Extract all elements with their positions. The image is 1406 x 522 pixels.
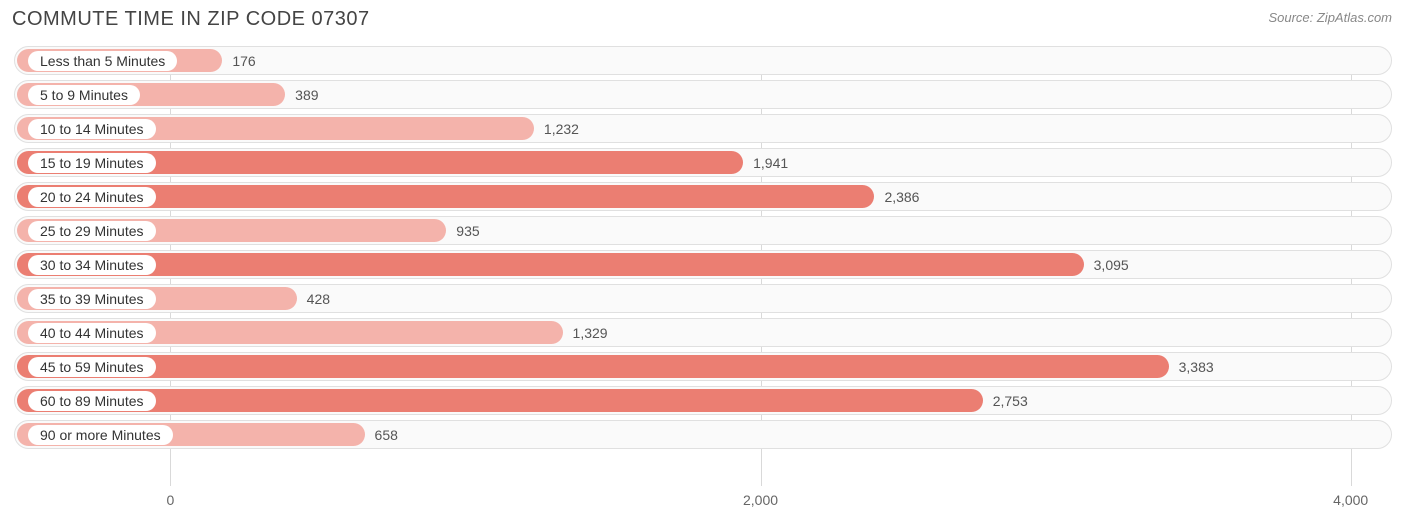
bars-group: Less than 5 Minutes 176 5 to 9 Minutes 389 1…: [14, 46, 1392, 449]
plot-area: Less than 5 Minutes 176 5 to 9 Minutes 389 1…: [14, 46, 1392, 486]
bar-fill: [17, 355, 1169, 378]
bar-category-label: Less than 5 Minutes: [28, 51, 177, 71]
bar-category-label: 35 to 39 Minutes: [28, 289, 156, 309]
bar-category-label: 60 to 89 Minutes: [28, 391, 156, 411]
bar-category-label: 40 to 44 Minutes: [28, 323, 156, 343]
bar-row: 25 to 29 Minutes 935: [14, 216, 1392, 245]
bar-value-label: 428: [307, 291, 330, 307]
bar-row: 10 to 14 Minutes 1,232: [14, 114, 1392, 143]
bar-value-label: 1,232: [544, 121, 579, 137]
bar-value-label: 935: [456, 223, 479, 239]
bar-category-label: 30 to 34 Minutes: [28, 255, 156, 275]
bar-row: 60 to 89 Minutes 2,753: [14, 386, 1392, 415]
chart-source: Source: ZipAtlas.com: [1268, 10, 1392, 25]
bar-row: 40 to 44 Minutes 1,329: [14, 318, 1392, 347]
bar-value-label: 176: [232, 53, 255, 69]
bar-value-label: 1,329: [573, 325, 608, 341]
x-tick-label: 4,000: [1333, 492, 1368, 508]
bar-value-label: 658: [375, 427, 398, 443]
bar-value-label: 2,386: [884, 189, 919, 205]
commute-time-chart: COMMUTE TIME IN ZIP CODE 07307 Source: Z…: [0, 0, 1406, 522]
bar-value-label: 3,383: [1179, 359, 1214, 375]
bar-value-label: 2,753: [993, 393, 1028, 409]
bar-fill: [17, 389, 983, 412]
bar-row: 30 to 34 Minutes 3,095: [14, 250, 1392, 279]
bar-row: 90 or more Minutes 658: [14, 420, 1392, 449]
bar-category-label: 15 to 19 Minutes: [28, 153, 156, 173]
bar-category-label: 45 to 59 Minutes: [28, 357, 156, 377]
bar-category-label: 25 to 29 Minutes: [28, 221, 156, 241]
bar-value-label: 1,941: [753, 155, 788, 171]
x-axis: 0 2,000 4,000: [14, 492, 1392, 514]
bar-row: 45 to 59 Minutes 3,383: [14, 352, 1392, 381]
bar-category-label: 20 to 24 Minutes: [28, 187, 156, 207]
x-tick-label: 0: [166, 492, 174, 508]
bar-category-label: 5 to 9 Minutes: [28, 85, 140, 105]
bar-row: Less than 5 Minutes 176: [14, 46, 1392, 75]
bar-category-label: 10 to 14 Minutes: [28, 119, 156, 139]
x-tick-label: 2,000: [743, 492, 778, 508]
bar-row: 15 to 19 Minutes 1,941: [14, 148, 1392, 177]
bar-row: 5 to 9 Minutes 389: [14, 80, 1392, 109]
bar-row: 35 to 39 Minutes 428: [14, 284, 1392, 313]
bar-row: 20 to 24 Minutes 2,386: [14, 182, 1392, 211]
chart-title: COMMUTE TIME IN ZIP CODE 07307: [12, 8, 370, 31]
bar-category-label: 90 or more Minutes: [28, 425, 173, 445]
bar-fill: [17, 253, 1084, 276]
bar-value-label: 389: [295, 87, 318, 103]
bar-value-label: 3,095: [1094, 257, 1129, 273]
